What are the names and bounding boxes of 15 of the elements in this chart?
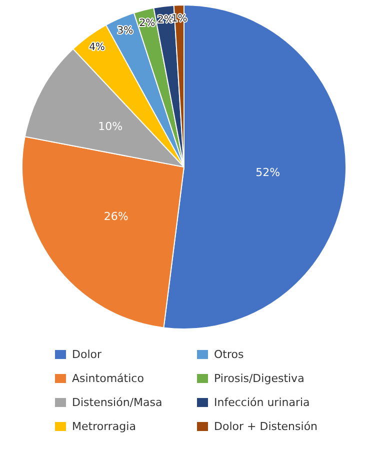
legend-label: Distensión/Masa xyxy=(72,396,162,409)
data-label: 2% xyxy=(139,18,156,30)
legend-label: Pirosis/Digestiva xyxy=(214,372,304,385)
data-label: 52% xyxy=(256,166,280,179)
legend-label: Otros xyxy=(214,348,244,361)
legend-label: Asintomático xyxy=(72,372,144,385)
data-label: 2% xyxy=(158,14,174,26)
legend-label: Metrorragia xyxy=(72,420,136,433)
data-label: 10% xyxy=(98,120,123,134)
data-label: 3% xyxy=(117,26,134,37)
legend-label: Dolor + Distensión xyxy=(214,420,318,433)
legend-label: Dolor xyxy=(72,348,102,361)
data-label: 4% xyxy=(89,42,105,53)
data-label: 26% xyxy=(104,210,128,223)
legend-label: Infección urinaria xyxy=(214,396,310,409)
